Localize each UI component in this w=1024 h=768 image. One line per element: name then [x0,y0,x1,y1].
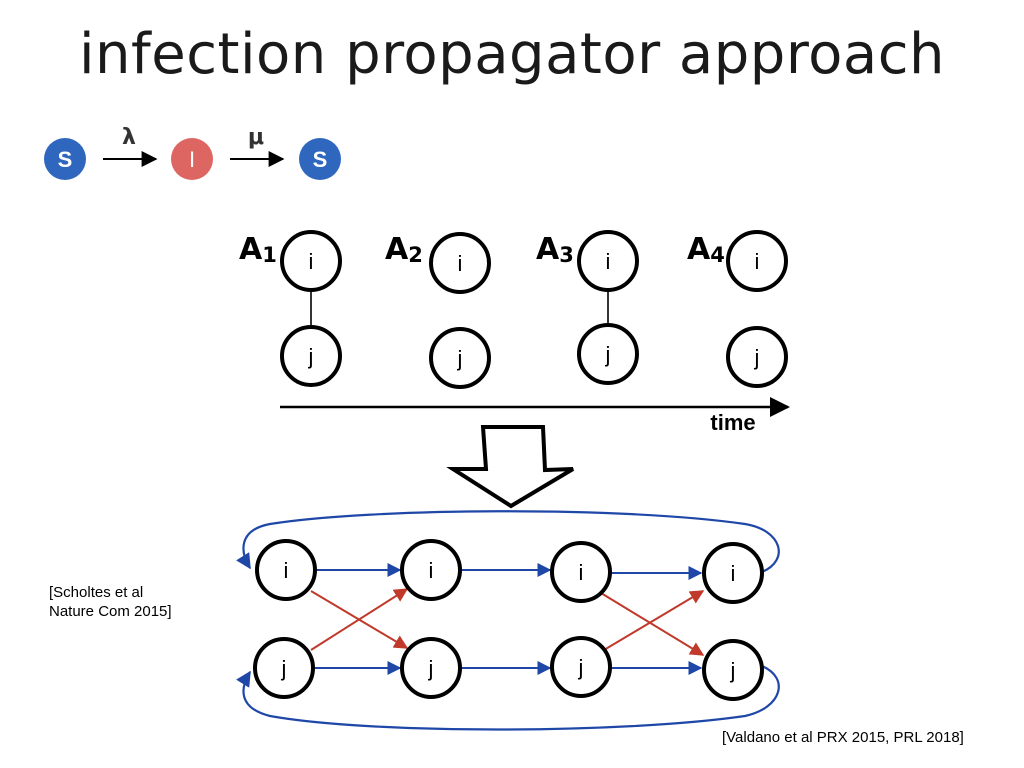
snapshot-node-i-4-label: i [755,249,760,274]
recovery-rate-label: μ [248,125,264,150]
snapshot-node-i-4 [726,230,788,292]
loop-arc-bottom [236,664,780,731]
transmit-arrow-j1-i2 [310,588,409,651]
layer-label-1: A1 [239,232,277,267]
layer-label-3: A3 [536,232,574,267]
snapshot-node-i-3-label: i [606,249,611,274]
prop-node-i-4-label: i [731,561,736,586]
prop-node-j-4-label: j [730,658,736,683]
transform-down-arrow [446,425,575,509]
prop-node-i-1-label: i [284,558,289,583]
layer-label-2: A2 [385,232,423,267]
state-s-end-label: S [313,147,328,172]
snapshot-node-i-3 [577,230,639,292]
snapshot-node-j-2-label: j [457,346,463,371]
reference-scholtes-line2: Nature Com 2015] [49,603,172,620]
snapshot-node-j-4 [726,326,788,388]
snapshot-node-i-2-label: i [458,251,463,276]
state-i [171,138,213,180]
state-s-start [44,138,86,180]
snapshot-node-j-1-label: j [308,344,314,369]
reference-scholtes: [Scholtes et al Nature Com 2015] [49,583,172,621]
prop-node-j-1 [253,637,315,699]
prop-node-j-1-label: j [281,656,287,681]
snapshot-node-i-1-label: i [309,249,314,274]
snapshot-node-j-2 [429,327,491,389]
prop-node-j-3-label: j [578,655,584,680]
propagator-network: i i i i j j j j [236,510,780,731]
prop-node-i-4 [702,542,764,604]
prop-node-i-3-label: i [579,560,584,585]
sis-scheme: S λ I μ S [44,125,341,180]
prop-node-i-3 [550,541,612,603]
time-axis-label: time [710,410,755,435]
snapshot-node-j-3 [577,323,639,385]
state-i-label: I [189,147,195,172]
prop-node-i-2 [400,539,462,601]
slide-title: infection propagator approach [78,22,945,87]
snapshot-node-i-2 [429,232,491,294]
transmit-arrow-j3-i4 [603,590,705,651]
snapshot-node-i-1 [280,230,342,292]
infection-rate-label: λ [122,125,136,150]
snapshot-node-j-4-label: j [754,345,760,370]
state-s-end [299,138,341,180]
reference-scholtes-line1: [Scholtes et al [49,584,144,601]
prop-node-j-3 [550,636,612,698]
snapshot-layers: A1 i j A2 i j A3 i j A4 i j [239,230,788,389]
prop-node-j-2-label: j [428,656,434,681]
prop-node-i-2-label: i [429,558,434,583]
reference-valdano: [Valdano et al PRX 2015, PRL 2018] [722,729,964,746]
layer-label-4: A4 [687,232,725,267]
state-s-start-label: S [58,147,73,172]
prop-node-i-1 [255,539,317,601]
loop-arc-top [236,510,780,574]
transmit-arrow-i3-j4 [600,592,705,656]
prop-node-j-4 [702,639,764,701]
prop-node-j-2 [400,637,462,699]
snapshot-node-j-3-label: j [605,342,611,367]
snapshot-node-j-1 [280,325,342,387]
